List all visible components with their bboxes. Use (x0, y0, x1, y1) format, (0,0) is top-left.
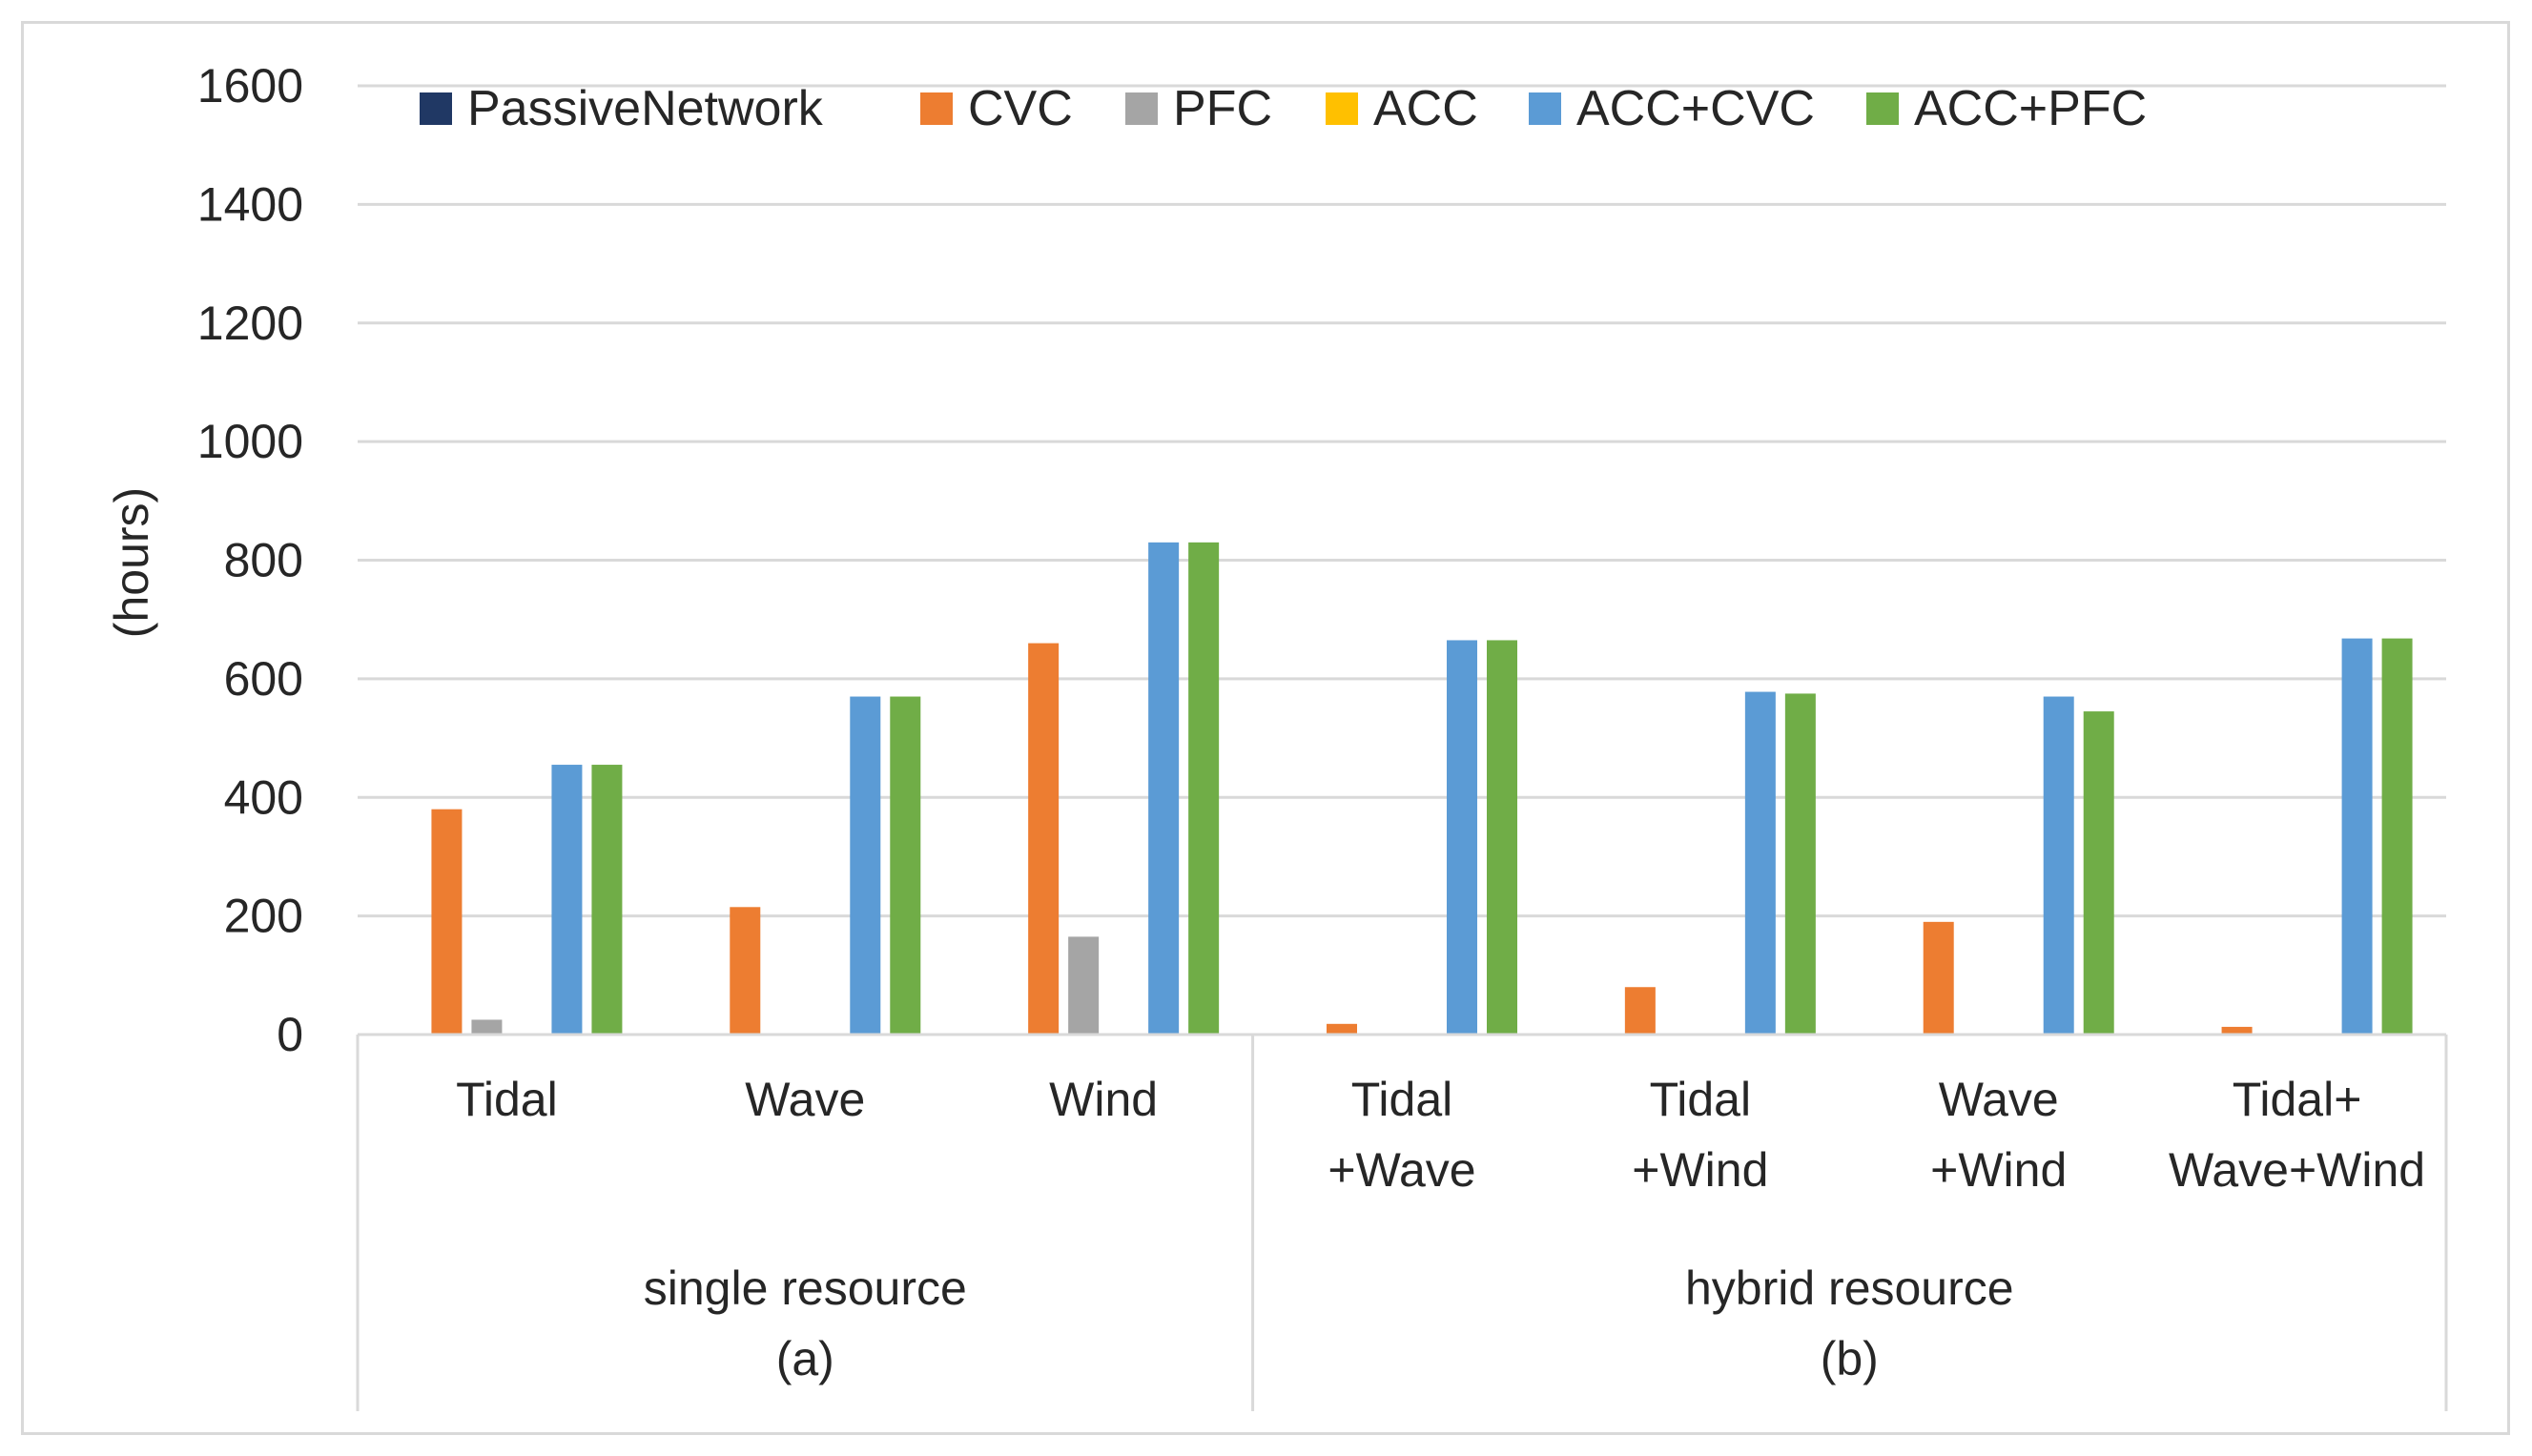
y-tick-label: 400 (224, 770, 303, 824)
x-category-label: Tidal (1650, 1073, 1752, 1126)
bar-cvc-3 (1327, 1023, 1357, 1035)
bar-acc-cvc-1 (850, 696, 881, 1035)
x-category-label: Wave (745, 1073, 865, 1126)
group-label: (b) (1821, 1332, 1879, 1385)
gridlines (358, 84, 2446, 918)
x-category-label: Tidal (456, 1073, 558, 1126)
y-tick-label: 1000 (197, 415, 303, 468)
bar-cvc-4 (1624, 987, 1656, 1035)
bar-acc-pfc-4 (1784, 693, 1816, 1035)
bar-acc-cvc-3 (1447, 640, 1477, 1035)
bars (431, 542, 2413, 1035)
bar-acc-cvc-5 (2043, 696, 2074, 1035)
bar-acc-cvc-0 (551, 765, 583, 1035)
bar-acc-pfc-0 (591, 765, 623, 1035)
y-tick-label: 0 (277, 1008, 303, 1061)
legend-label: ACC+PFC (1914, 81, 2147, 136)
legend-label: PassiveNetwork (467, 81, 824, 136)
y-tick-label: 600 (224, 652, 303, 706)
bar-acc-pfc-6 (2381, 638, 2413, 1035)
legend-swatch (1529, 92, 1561, 125)
x-category-label: Wave (1939, 1073, 2059, 1126)
bar-pfc-2 (1068, 936, 1100, 1035)
legend-swatch (920, 92, 953, 125)
y-tick-label: 200 (224, 890, 303, 943)
bar-cvc-5 (1923, 921, 1954, 1035)
bar-cvc-6 (2221, 1026, 2253, 1035)
legend-swatch (420, 92, 452, 125)
bar-cvc-1 (730, 907, 761, 1035)
group-label: hybrid resource (1685, 1261, 2014, 1315)
legend-swatch (1866, 92, 1899, 125)
legend-label: ACC+CVC (1576, 81, 1815, 136)
legend-label: ACC (1373, 81, 1478, 136)
y-tick-label: 1200 (197, 297, 303, 350)
x-category-label: Tidal+ (2233, 1073, 2362, 1126)
group-label: (a) (776, 1332, 834, 1385)
x-category-label: Tidal (1351, 1073, 1453, 1126)
legend-label: CVC (968, 81, 1073, 136)
bar-acc-cvc-2 (1148, 542, 1180, 1035)
bar-pfc-0 (471, 1019, 503, 1035)
x-category-label: +Wind (1632, 1143, 1768, 1197)
legend: PassiveNetwork CVC PFC ACC ACC+CVC ACC+PFC (420, 81, 2147, 136)
bar-acc-cvc-4 (1744, 691, 1776, 1035)
legend-swatch (1326, 92, 1358, 125)
bar-acc-cvc-6 (2341, 638, 2373, 1035)
bar-acc-pfc-1 (890, 696, 921, 1035)
x-category-label: +Wave (1328, 1143, 1475, 1197)
bar-cvc-2 (1028, 643, 1060, 1035)
axes: 0 200 400 600 800 1000 1200 1400 1600 Tidal Wave Wi… (197, 59, 2448, 1411)
legend-swatch (1125, 92, 1158, 125)
y-tick-label: 1400 (197, 177, 303, 231)
legend-label: PFC (1173, 81, 1272, 136)
bar-acc-pfc-5 (2083, 711, 2114, 1035)
y-axis-label: (hours) (105, 487, 158, 638)
bar-cvc-0 (431, 809, 463, 1035)
y-tick-label: 800 (224, 534, 303, 587)
bar-acc-pfc-3 (1487, 640, 1517, 1035)
x-category-label: +Wind (1930, 1143, 2067, 1197)
group-label: single resource (644, 1261, 967, 1315)
x-category-label: Wave+Wind (2169, 1143, 2425, 1197)
x-category-label: Wind (1049, 1073, 1158, 1126)
bar-acc-pfc-2 (1188, 542, 1220, 1035)
y-tick-label: 1600 (197, 59, 303, 113)
